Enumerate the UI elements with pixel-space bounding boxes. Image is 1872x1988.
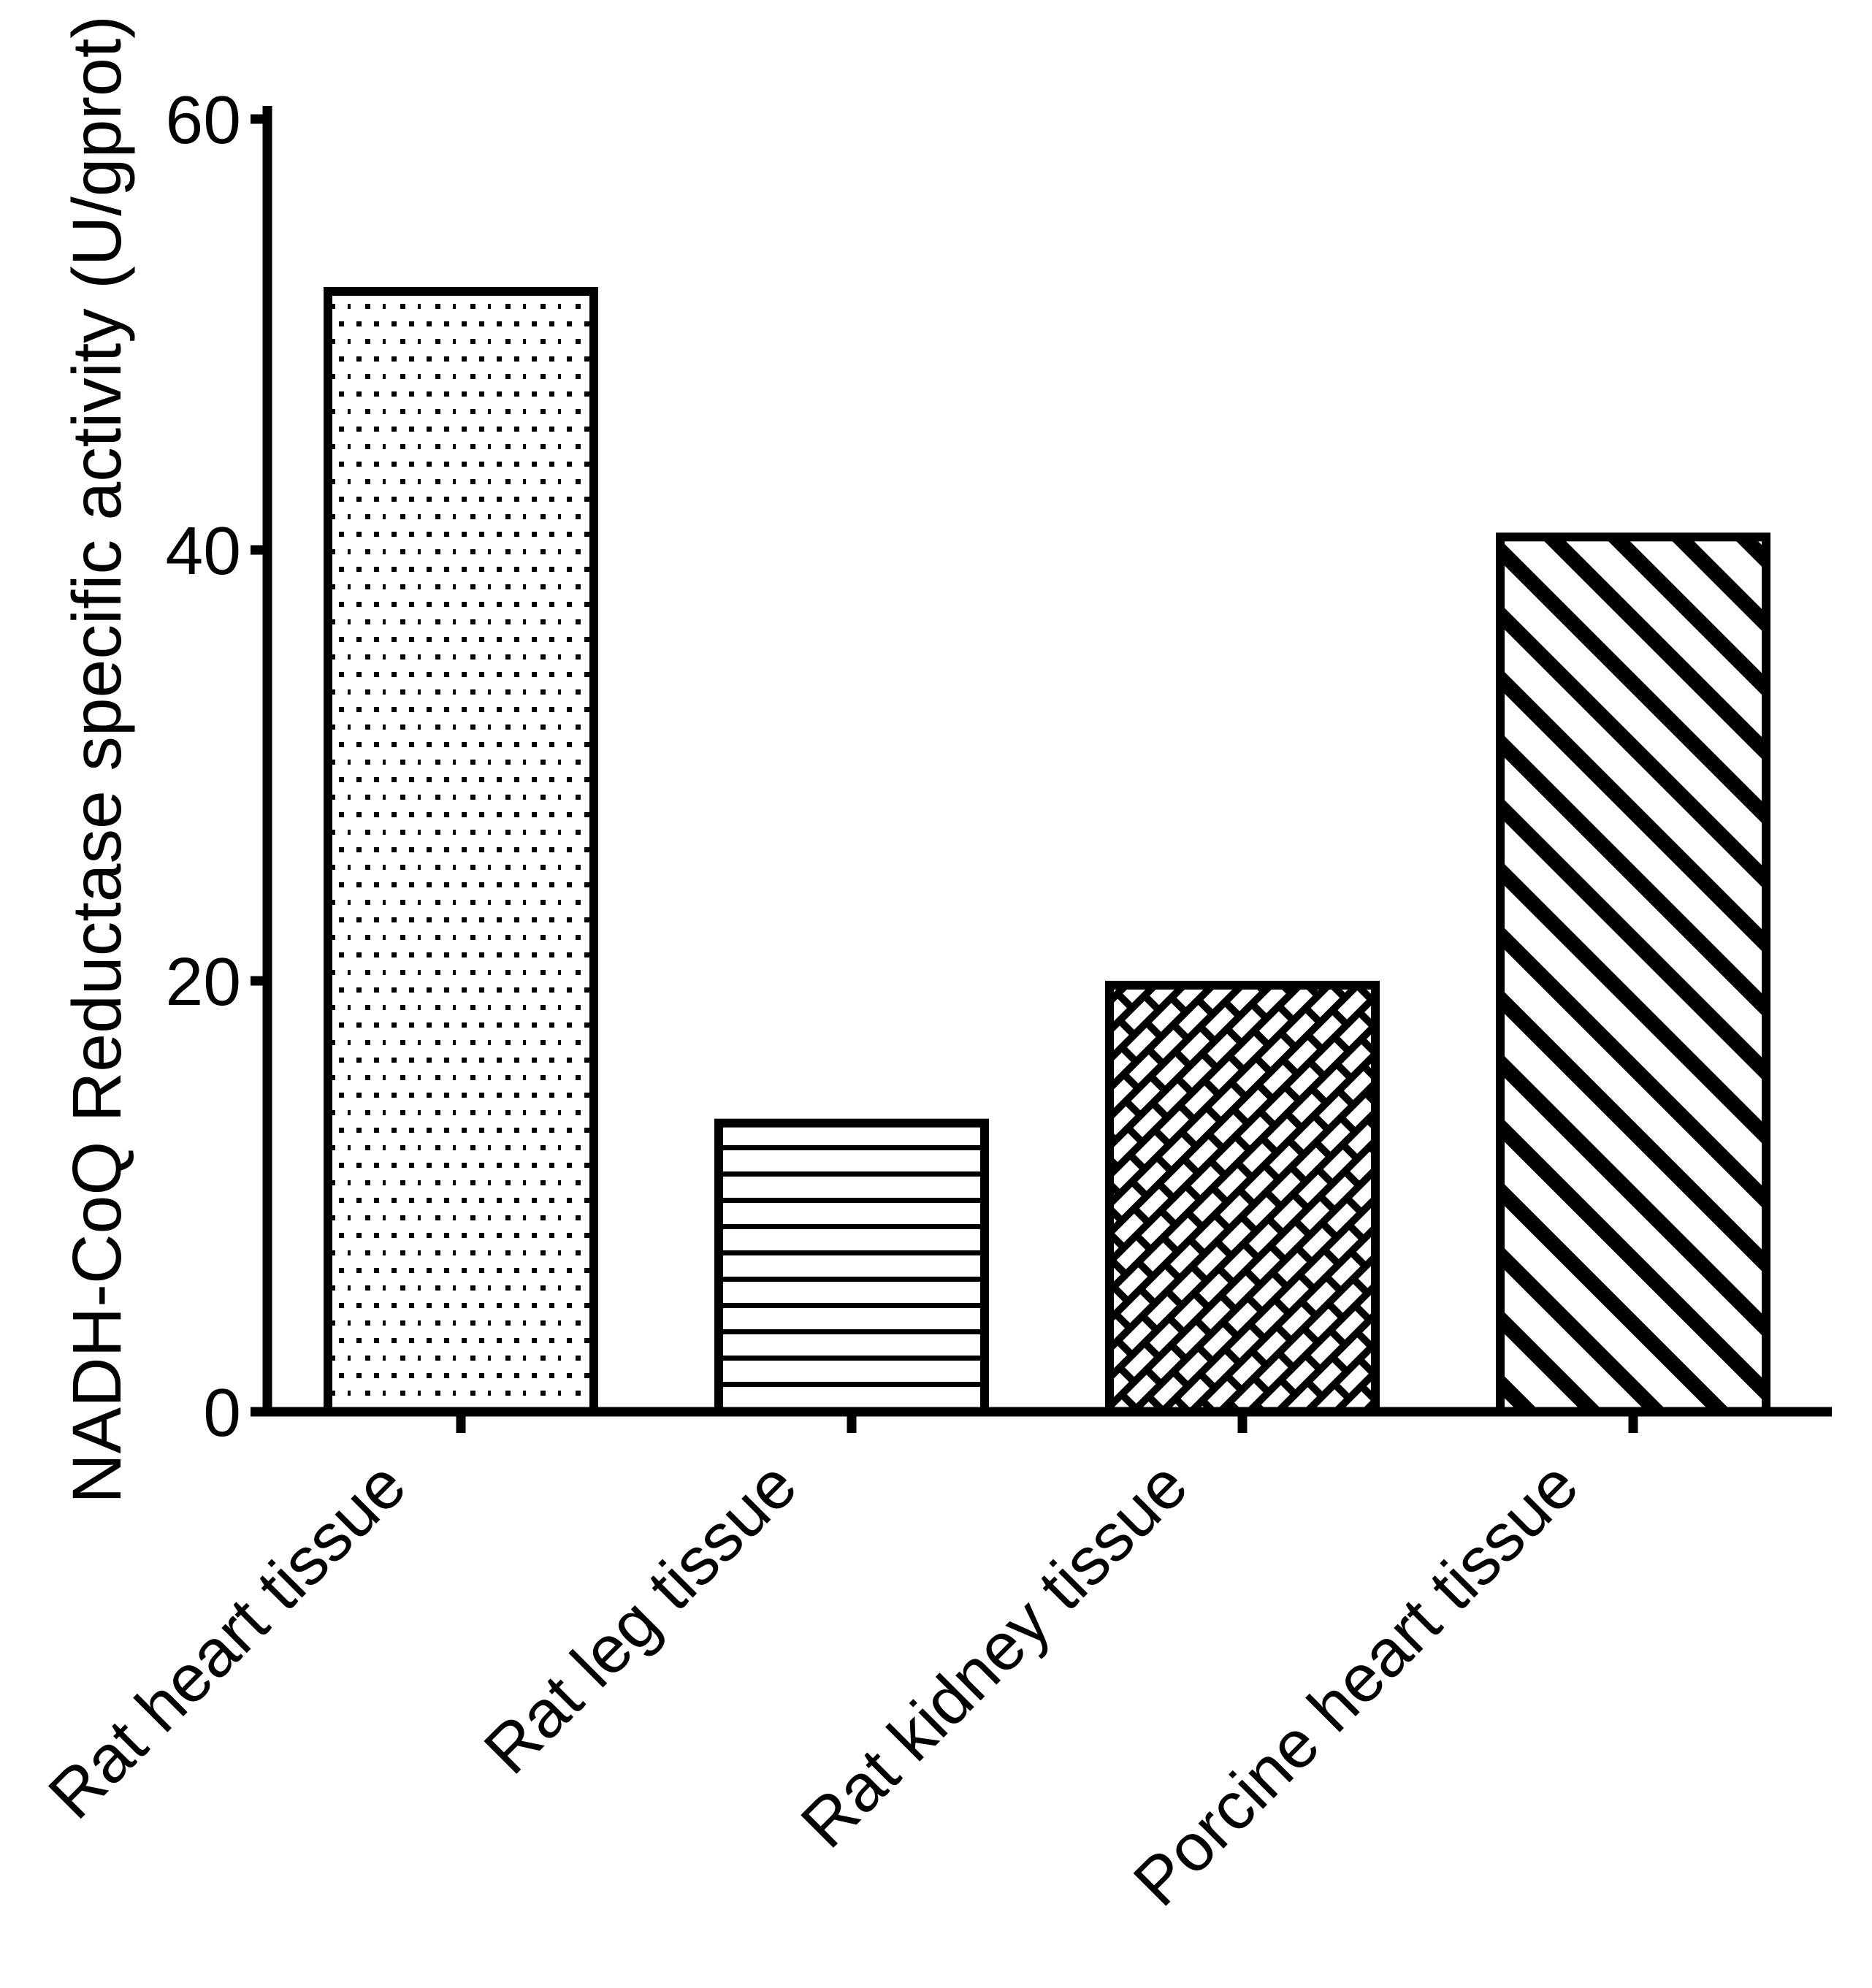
x-category-label-rat-heart-tissue: Rat heart tissue	[34, 1448, 420, 1833]
bar-porcine-heart-tissue	[1496, 532, 1770, 1416]
x-category-label-rat-leg-tissue: Rat leg tissue	[470, 1448, 811, 1788]
y-tick-label-60: 60	[166, 82, 241, 158]
x-category-label-porcine-heart-tissue: Porcine heart tissue	[1120, 1448, 1592, 1920]
bar-rat-heart-tissue	[324, 287, 598, 1416]
y-axis-title: NADH-CoQ Reductase specific activity (U/…	[58, 15, 136, 1504]
x-category-label-rat-kidney-tissue: Rat kidney tissue	[787, 1448, 1201, 1862]
bar-rat-kidney-tissue	[1105, 980, 1380, 1416]
bar-rat-leg-tissue	[714, 1118, 989, 1416]
y-tick-label-0: 0	[203, 1375, 241, 1450]
y-tick-label-20: 20	[166, 944, 241, 1020]
y-tick-label-40: 40	[166, 513, 241, 589]
